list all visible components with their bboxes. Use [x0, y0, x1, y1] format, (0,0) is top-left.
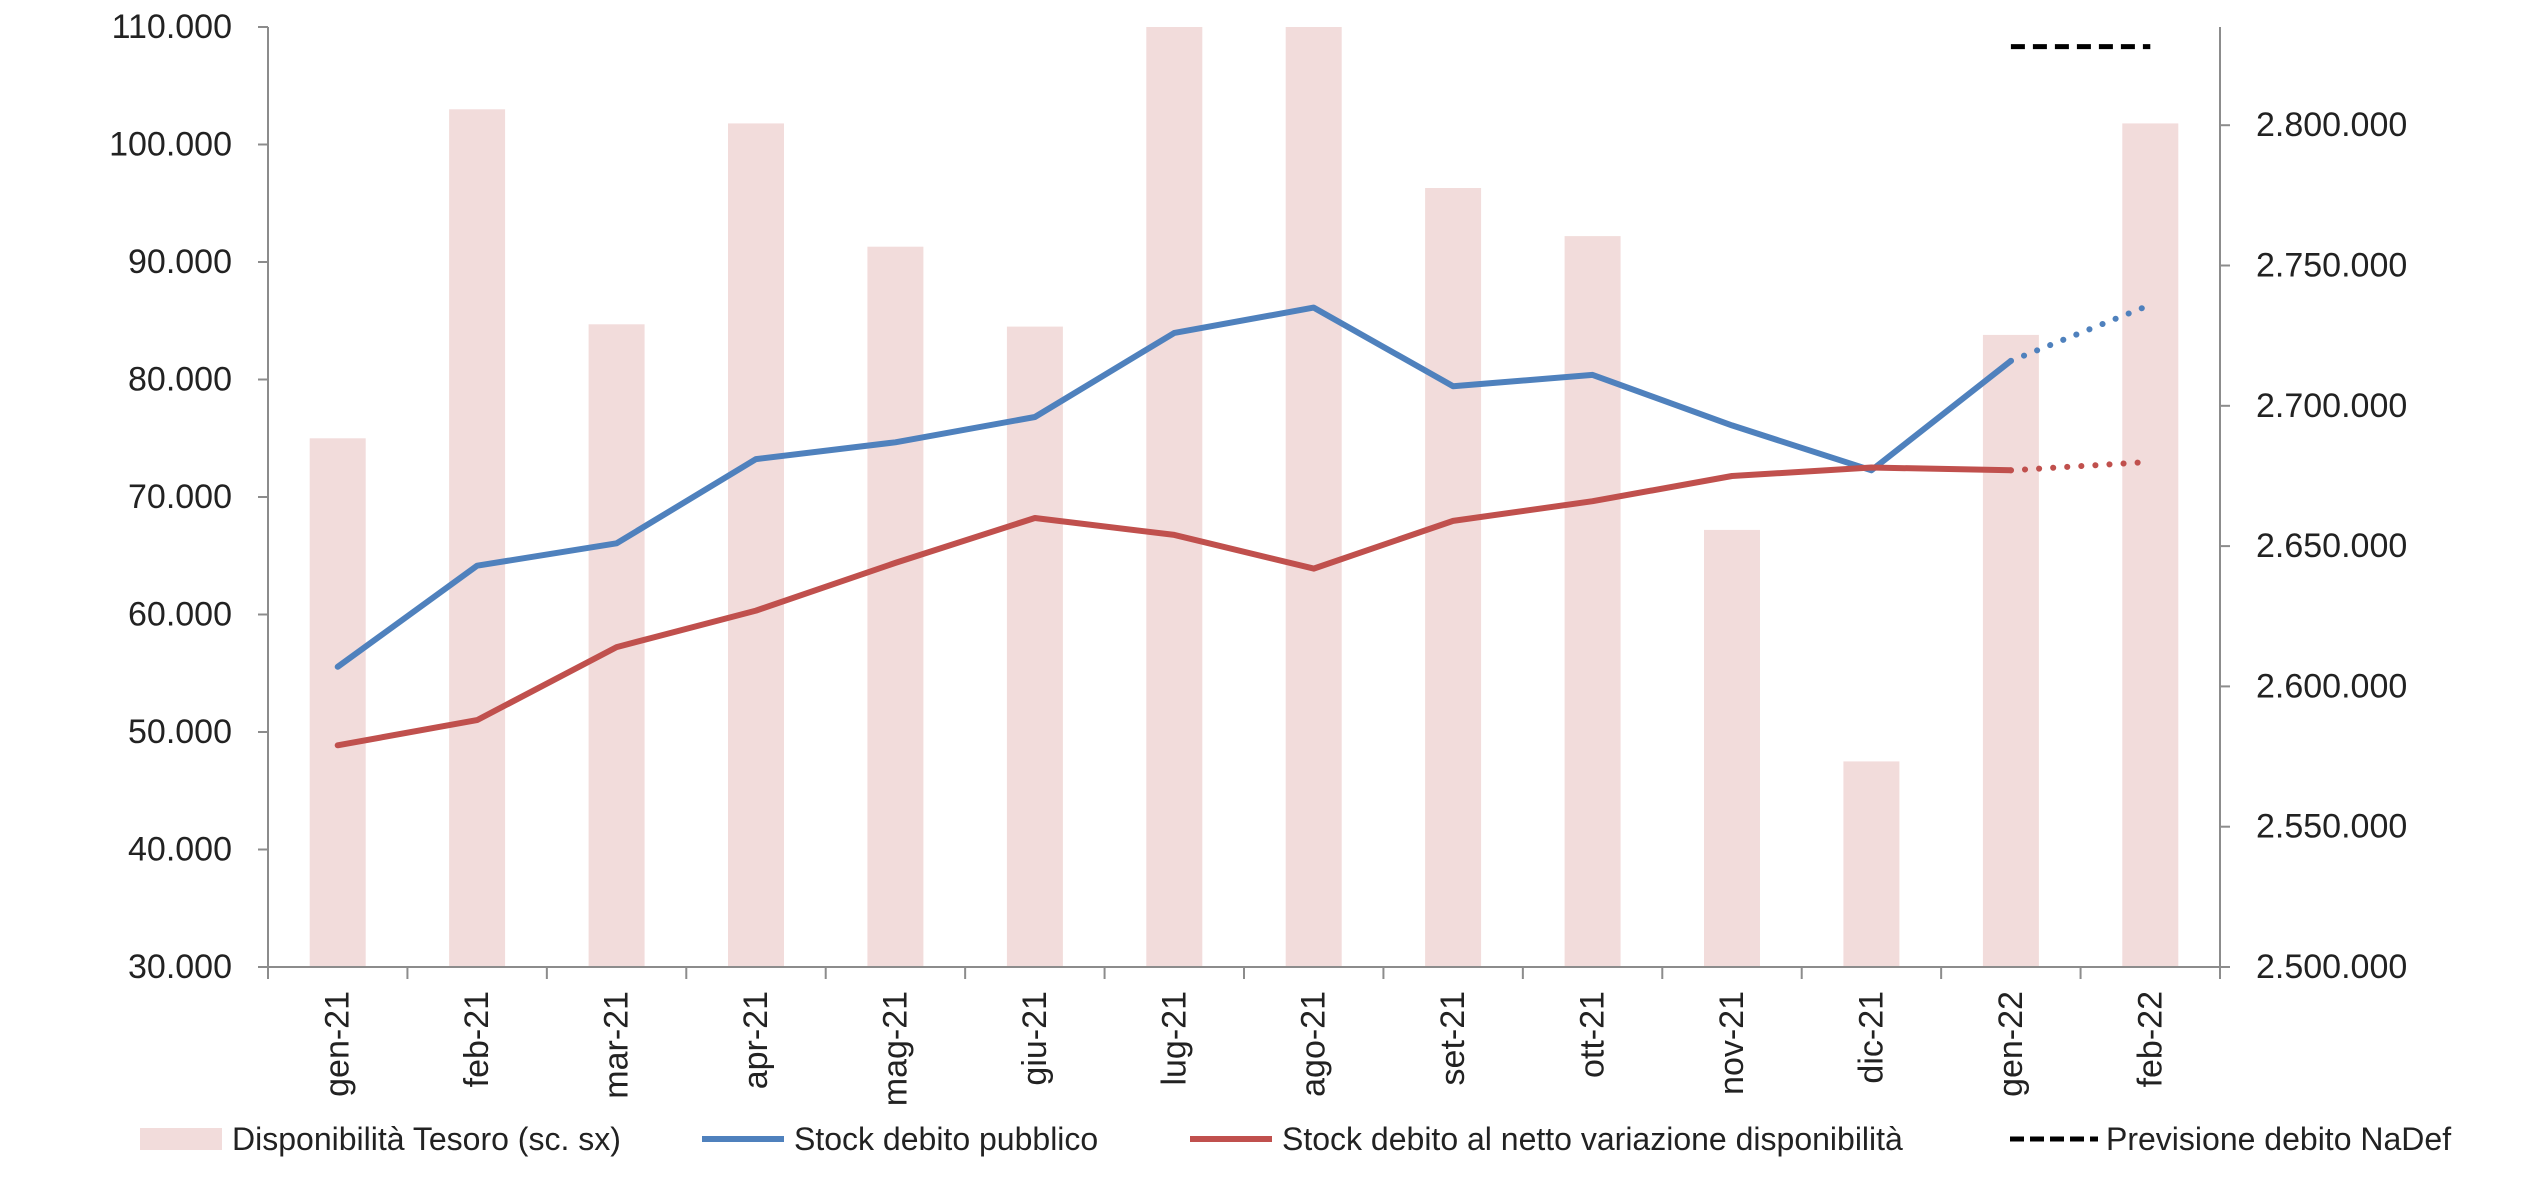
- x-tick-label: mar-21: [598, 991, 636, 1099]
- left-tick-label: 110.000: [112, 8, 232, 46]
- left-tick-label: 70.000: [128, 478, 232, 516]
- right-tick-label: 2.500.000: [2256, 948, 2407, 986]
- right-tick-label: 2.800.000: [2256, 106, 2407, 144]
- legend-label: Stock debito al netto variazione disponi…: [1282, 1121, 1903, 1157]
- bar-nov-21: [1704, 529, 1760, 967]
- x-tick-label: dic-21: [1852, 991, 1890, 1084]
- x-tick-label: ago-21: [1295, 991, 1333, 1097]
- line-series: [334, 44, 2154, 749]
- x-tick-label: gen-22: [1992, 991, 2030, 1097]
- bar-lug-21: [1146, 27, 1203, 967]
- x-tick-label: feb-22: [2131, 991, 2169, 1087]
- x-tick-label: giu-21: [1016, 991, 1054, 1086]
- left-tick-label: 50.000: [128, 713, 232, 751]
- axes: [258, 26, 2230, 979]
- bar-feb-22: [2122, 123, 2179, 967]
- legend-item-previsione-debito-nadef: Previsione debito NaDef: [2010, 1121, 2451, 1157]
- legend-label: Previsione debito NaDef: [2106, 1121, 2451, 1157]
- x-tick-label: nov-21: [1713, 991, 1751, 1095]
- legend-item-stock-debito-pubblico: Stock debito pubblico: [702, 1121, 1098, 1157]
- bar-apr-21: [728, 123, 784, 967]
- legend-label: Disponibilità Tesoro (sc. sx): [232, 1121, 621, 1157]
- left-tick-label: 30.000: [128, 948, 232, 986]
- bar-set-21: [1425, 188, 1482, 967]
- bar-series-disponibilita: [309, 27, 2179, 968]
- left-tick-label: 60.000: [128, 596, 232, 634]
- bar-feb-21: [449, 109, 506, 968]
- right-tick-label: 2.700.000: [2256, 387, 2407, 425]
- left-tick-label: 100.000: [109, 126, 232, 164]
- x-tick-label: lug-21: [1155, 991, 1193, 1086]
- bar-giu-21: [1006, 326, 1063, 968]
- x-tick-label: mag-21: [876, 991, 914, 1106]
- legend: Disponibilità Tesoro (sc. sx) Stock debit…: [140, 1121, 2451, 1157]
- right-axis-ticks: 2.500.000 2.550.000 2.600.000 2.650.000 2.70…: [2256, 106, 2407, 986]
- legend-item-disponibilit-tesoro-sc-sx-: Disponibilità Tesoro (sc. sx): [140, 1121, 621, 1157]
- bar-ago-21: [1285, 27, 1342, 967]
- legend-item-stock-debito-al-netto-variazione-disponibilit-: Stock debito al netto variazione disponi…: [1190, 1121, 1903, 1157]
- bar-gen-21: [309, 438, 366, 968]
- x-tick-label: feb-21: [458, 991, 496, 1087]
- left-tick-label: 40.000: [128, 831, 232, 869]
- legend-swatch: [140, 1128, 222, 1150]
- line-stock-debito-pubblico-projection: [2007, 301, 2154, 364]
- left-axis-ticks: 30.000 40.000 50.000 60.000 70.000 80.000 90.0…: [109, 8, 232, 986]
- right-tick-label: 2.600.000: [2256, 667, 2407, 705]
- x-tick-label: apr-21: [737, 991, 775, 1089]
- x-tick-label: set-21: [1434, 991, 1472, 1086]
- left-tick-label: 80.000: [128, 361, 232, 399]
- bar-mag-21: [867, 246, 924, 967]
- left-tick-label: 90.000: [128, 243, 232, 281]
- line-stock-debito-pubblico: [334, 304, 2014, 670]
- bar-dic-21: [1843, 761, 1900, 967]
- legend-label: Stock debito pubblico: [794, 1121, 1098, 1157]
- x-axis-ticks: gen-21 feb-21 mar-21 apr-21 mag-21 giu-21 lug-…: [319, 991, 2170, 1106]
- right-tick-label: 2.650.000: [2256, 527, 2407, 565]
- line-stock-debito-al-netto-variazione-disponibilit-: [334, 464, 2014, 749]
- bar-ott-21: [1564, 236, 1621, 968]
- right-tick-label: 2.550.000: [2256, 808, 2407, 846]
- line-stock-debito-al-netto-variazione-disponibilit--projection: [2007, 458, 2154, 474]
- right-tick-label: 2.750.000: [2256, 247, 2407, 285]
- x-tick-label: ott-21: [1574, 991, 1612, 1078]
- bar-gen-22: [1982, 334, 2039, 967]
- x-tick-label: gen-21: [319, 991, 357, 1097]
